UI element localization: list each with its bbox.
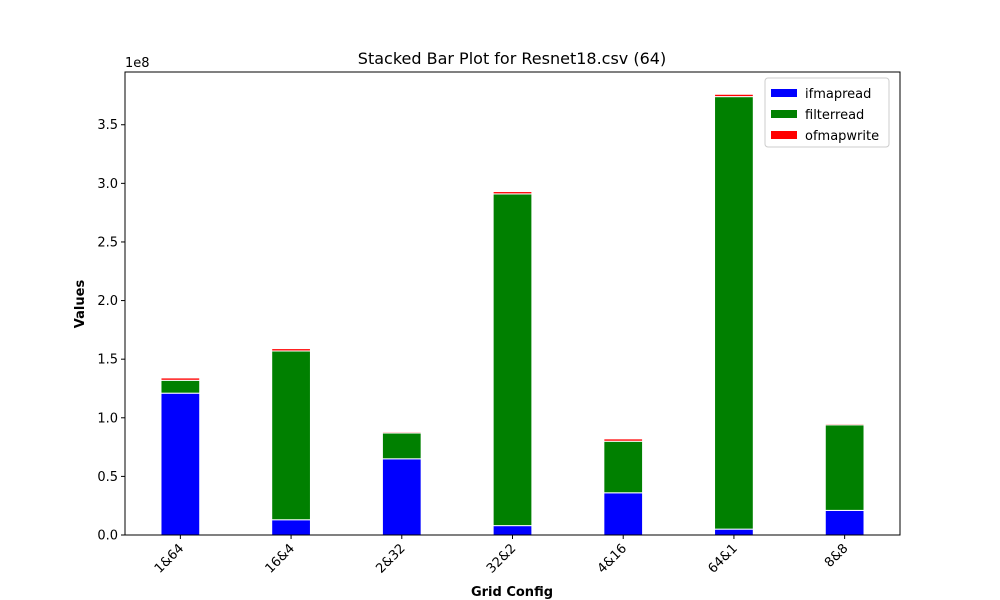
bar-ofmapwrite-16-4	[271, 348, 311, 352]
bar-ifmapread-64-1	[714, 528, 754, 536]
bar-ifmapread-2-32	[381, 458, 422, 536]
bar-ifmapread-32-2	[492, 525, 533, 536]
bar-ofmapwrite-1-64	[160, 377, 201, 381]
bar-filterread-16-4	[271, 350, 311, 521]
x-ticks-group: 1&64 16&4 2&32 32&2 4&16 64&1 8&8	[152, 535, 851, 577]
bar-filterread-4-16	[603, 440, 644, 494]
y-ticks-group: 0.0 0.5 1.0 1.5 2.0 2.5 3.0 3.5	[97, 118, 125, 544]
x-tick-label-64-1: 64&1	[705, 541, 740, 576]
x-axis-label: Grid Config	[471, 585, 553, 600]
bar-ofmapwrite-4-16	[603, 438, 644, 442]
y-tick-label-4: 2.0	[97, 294, 118, 309]
legend-label-filterread: filterread	[805, 108, 864, 123]
bar-filterread-32-2	[492, 193, 533, 527]
y-tick-label-5: 2.5	[97, 235, 118, 250]
bar-ofmapwrite-2-32	[381, 431, 422, 434]
y-tick-label-1: 0.5	[97, 470, 118, 485]
bar-ifmapread-8-8	[824, 509, 865, 536]
x-tick-label-1-64: 1&64	[152, 541, 187, 576]
chart-title: Stacked Bar Plot for Resnet18.csv (64)	[358, 49, 666, 68]
y-tick-label-6: 3.0	[97, 177, 118, 192]
bars-group	[160, 93, 865, 536]
y-tick-label-2: 1.0	[97, 411, 118, 426]
x-tick-label-8-8: 8&8	[822, 541, 851, 570]
legend-swatch-ofmapwrite	[771, 131, 797, 139]
bar-filterread-1-64	[160, 379, 201, 394]
y-tick-label-0: 0.0	[97, 529, 118, 544]
y-tick-label-7: 3.5	[97, 118, 118, 133]
bar-ofmapwrite-32-2	[492, 191, 533, 195]
bar-filterread-8-8	[824, 424, 865, 511]
x-tick-label-16-4: 16&4	[263, 541, 298, 576]
x-tick-label-32-2: 32&2	[484, 541, 519, 576]
bar-filterread-64-1	[714, 96, 754, 530]
bar-ifmapread-16-4	[271, 519, 311, 536]
bar-ifmapread-1-64	[160, 392, 201, 536]
plot-frame	[124, 71, 901, 536]
bar-ofmapwrite-8-8	[824, 423, 865, 426]
legend-label-ofmapwrite: ofmapwrite	[805, 129, 879, 144]
x-tick-label-4-16: 4&16	[595, 541, 630, 576]
legend-swatch-filterread	[771, 110, 797, 118]
bar-ofmapwrite-64-1	[714, 93, 754, 98]
legend: ifmapread filterread ofmapwrite	[764, 77, 890, 148]
bar-filterread-2-32	[381, 432, 422, 460]
y-axis-label: Values	[73, 280, 88, 329]
legend-label-ifmapread: ifmapread	[805, 87, 871, 102]
legend-swatch-ifmapread	[771, 89, 797, 97]
bar-ifmapread-4-16	[603, 492, 644, 536]
y-offset-label: 1e8	[125, 56, 150, 71]
x-tick-label-2-32: 2&32	[373, 541, 408, 576]
y-tick-label-3: 1.5	[97, 353, 118, 368]
